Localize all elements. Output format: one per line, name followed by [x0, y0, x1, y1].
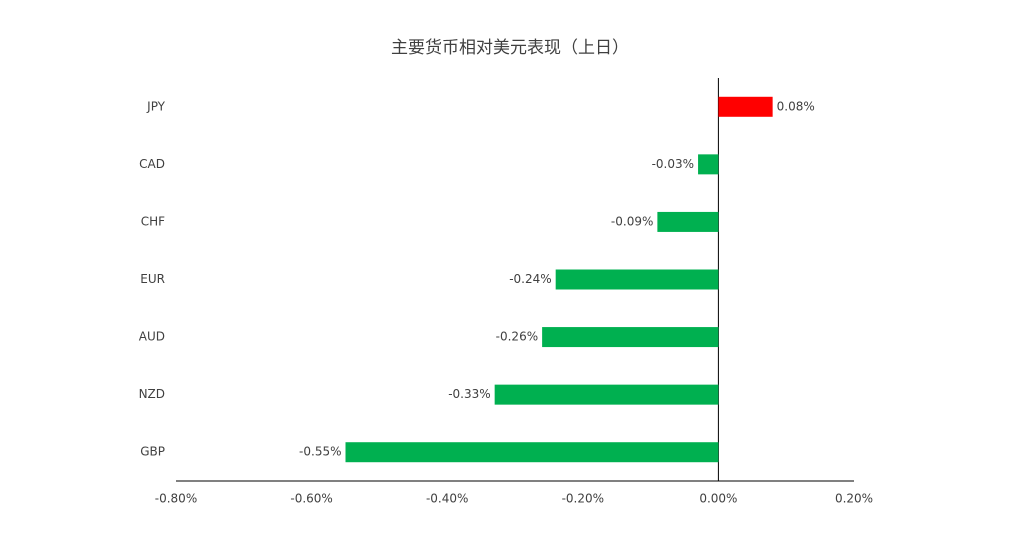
x-tick-label: -0.20% [562, 492, 604, 506]
bar [698, 154, 719, 175]
chart-title: 主要货币相对美元表现（上日） [391, 38, 629, 58]
bar [718, 96, 773, 117]
value-label: -0.55% [299, 445, 341, 459]
y-tick-label: GBP [140, 445, 165, 459]
x-tick-label: -0.40% [426, 492, 468, 506]
y-tick-label: CHF [141, 214, 165, 228]
x-tick-label: -0.80% [155, 492, 197, 506]
y-tick-label: JPY [146, 99, 166, 113]
value-label: -0.03% [652, 157, 694, 171]
x-tick-label: -0.60% [290, 492, 332, 506]
value-label: -0.09% [611, 214, 653, 228]
x-tick-label: 0.20% [835, 492, 873, 506]
y-tick-label: AUD [139, 330, 165, 344]
value-label: 0.08% [777, 99, 815, 113]
value-label: -0.24% [509, 272, 551, 286]
bar [345, 442, 719, 463]
value-label: -0.26% [496, 330, 538, 344]
bar [555, 269, 719, 290]
y-tick-label: NZD [139, 387, 165, 401]
x-tick-label: 0.00% [699, 492, 737, 506]
bar [494, 384, 719, 405]
y-tick-label: CAD [139, 157, 165, 171]
value-label: -0.33% [448, 387, 490, 401]
bar [657, 211, 719, 232]
bar [542, 327, 719, 348]
y-tick-label: EUR [140, 272, 165, 286]
